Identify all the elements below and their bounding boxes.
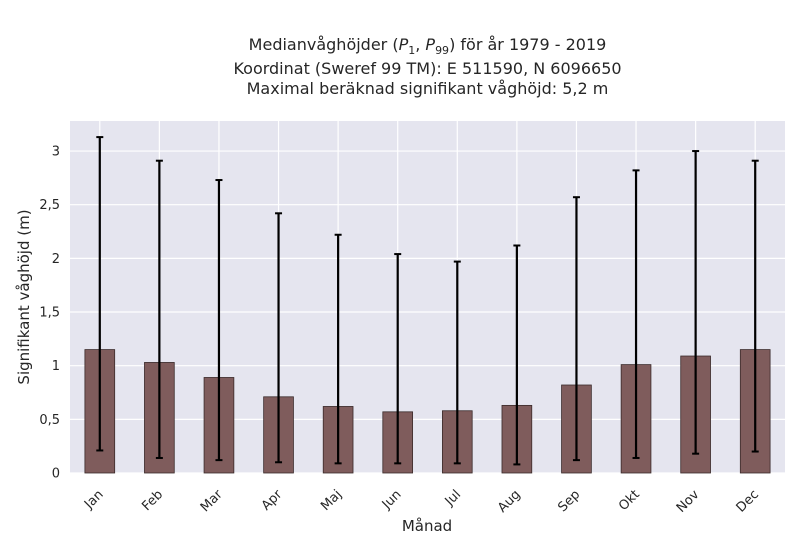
x-axis-ticks: Jan Feb Mar Apr Maj Jun Jul Aug Sep Okt Nov Dec — [81, 487, 762, 516]
x-tick-label: Sep — [555, 487, 583, 515]
x-axis-label: Månad — [402, 517, 452, 535]
x-tick-label: Okt — [616, 487, 643, 514]
chart-title-line-3: Maximal beräknad signifikant våghöjd: 5,… — [246, 79, 609, 98]
y-tick-label: 1,5 — [39, 306, 60, 321]
error-bars — [96, 136, 759, 466]
y-tick-label: 0 — [52, 467, 60, 482]
chart-title-line-1: Medianvåghöjder (P1, P99) för år 1979 - … — [0, 35, 800, 57]
x-tick-label: Dec — [734, 487, 762, 515]
x-tick-label: Feb — [139, 487, 166, 514]
y-tick-label: 3 — [52, 145, 60, 160]
x-tick-label: Jun — [379, 487, 405, 513]
x-tick-label: Nov — [674, 487, 703, 516]
chart-title-prefix: Medianvåghöjder (P1, P99) för år 1979 - … — [248, 35, 607, 58]
y-tick-label: 2,5 — [39, 198, 60, 213]
x-tick-label: Aug — [495, 487, 524, 516]
chart-title-line-2: Koordinat (Sweref 99 TM): E 511590, N 60… — [233, 59, 622, 78]
x-tick-label: Mar — [198, 487, 226, 515]
y-axis-label: Signifikant våghöjd (m) — [15, 209, 33, 384]
x-tick-label: Jan — [81, 487, 106, 512]
x-tick-label: Apr — [259, 487, 286, 514]
y-tick-label: 0,5 — [39, 413, 60, 428]
y-tick-label: 2 — [52, 252, 60, 267]
y-axis-ticks: 0 0,5 1 1,5 2 2,5 3 — [39, 145, 60, 482]
x-tick-label: Maj — [318, 487, 345, 514]
y-tick-label: 1 — [52, 359, 60, 374]
x-tick-label: Jul — [442, 487, 464, 509]
plot-area — [70, 121, 785, 473]
